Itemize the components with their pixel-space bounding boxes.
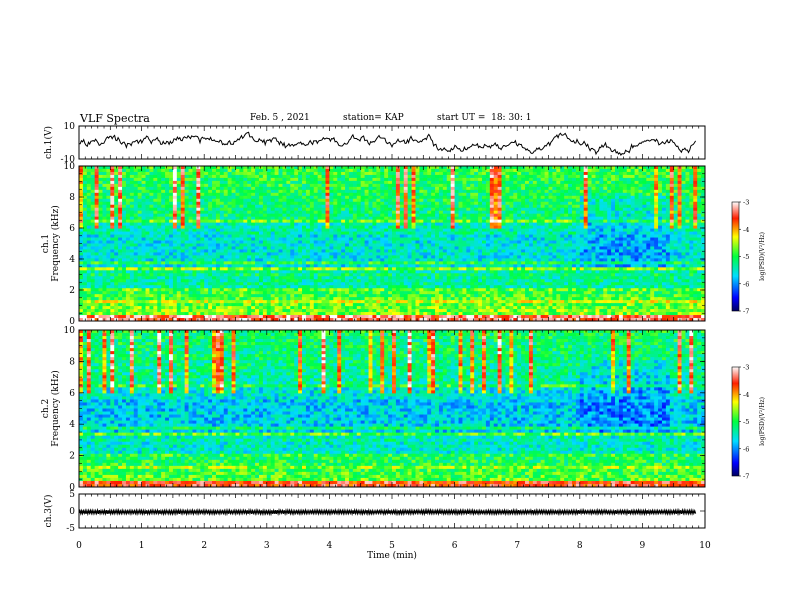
ch2_spectrogram-colorbar-tick: -7: [743, 473, 749, 481]
ch1_spectrogram-colorbar: [731, 201, 740, 312]
ch1_spectrogram-colorbar-tick: -3: [743, 199, 749, 207]
x-tick-label-5: 5: [389, 541, 395, 551]
x-ticks-panel-1: [78, 126, 706, 159]
ch2_spectrogram-colorbar: [731, 366, 740, 477]
y-tick-label: 5: [69, 490, 75, 500]
ch1_spectrogram-ylabel-line-1: ch.1: [41, 234, 51, 253]
ch2_spectrogram-colorbar-tick: -6: [743, 445, 749, 453]
y-tick-label: 6: [69, 389, 75, 399]
y-tick-label: 10: [64, 162, 76, 172]
x-tick-label-7: 7: [514, 541, 520, 551]
x-tick-label-1: 1: [139, 541, 145, 551]
ch3_waveform-ylabel: ch.3(V): [43, 495, 54, 528]
x-tick-label-6: 6: [452, 541, 458, 551]
ch1_spectrogram-colorbar-label: log(PSD)(V²/Hz): [759, 232, 766, 281]
ch1_spectrogram-ylabel-line-2: Frequency (kHz): [50, 205, 61, 282]
y-tick-label: 0: [69, 317, 75, 327]
x-tick-label-10: 10: [699, 541, 711, 551]
header-date: Feb. 5 , 2021: [250, 113, 310, 123]
figure-title: VLF Spectra: [80, 112, 150, 125]
x-tick-label-8: 8: [577, 541, 583, 551]
x-tick-label-0: 0: [76, 541, 82, 551]
y-tick-label: 4: [69, 420, 75, 430]
x-ticks-panel-4: [78, 494, 706, 528]
y-tick-label: 2: [69, 286, 75, 296]
ch2_spectrogram-ylabel-line-1: ch.2: [41, 399, 51, 418]
ch2_spectrogram-colorbar-tick: -3: [743, 364, 749, 372]
x-axis-label: Time (min): [367, 550, 417, 561]
x-ticks-panel-3: [78, 330, 706, 487]
x-tick-label-4: 4: [327, 541, 333, 551]
spectrogram-image-2: [79, 330, 706, 488]
y-tick-label: 4: [69, 255, 75, 265]
ch2_spectrogram-colorbar-label: log(PSD)(V²/Hz): [759, 397, 766, 446]
x-tick-label-2: 2: [201, 541, 207, 551]
header-start-ut: start UT = 18: 30: 1: [437, 113, 532, 123]
y-tick-label: 2: [69, 452, 75, 462]
spectrogram-image-1: [79, 166, 706, 322]
y-tick-label: 8: [69, 357, 75, 367]
ch2_spectrogram-ylabel-line-2: Frequency (kHz): [50, 370, 61, 447]
ch1_spectrogram-colorbar-tick: -5: [743, 253, 749, 261]
ch2_spectrogram-colorbar-tick: -4: [743, 391, 749, 399]
y-tick-label: -10: [61, 155, 76, 165]
y-tick-label: 0: [69, 507, 75, 517]
y-tick-label: 0: [69, 483, 75, 493]
ch1_spectrogram-colorbar-tick: -4: [743, 226, 749, 234]
x-tick-label-9: 9: [640, 541, 646, 551]
ch2_spectrogram-colorbar-tick: -5: [743, 418, 749, 426]
y-tick-label: 6: [69, 224, 75, 234]
ch1-waveform-trace: [79, 131, 697, 157]
x-ticks-panel-2: [78, 166, 706, 321]
ch1_spectrogram-colorbar-tick: -7: [743, 308, 749, 316]
y-tick-label: -5: [66, 524, 75, 534]
y-tick-label: 10: [64, 122, 76, 132]
x-tick-label-3: 3: [264, 541, 270, 551]
ch1_waveform-ylabel: ch.1(V): [43, 126, 54, 159]
ch3-waveform-trace: [78, 507, 697, 517]
y-tick-label: 8: [69, 193, 75, 203]
header-station: station= KAP: [343, 113, 404, 123]
ch1_spectrogram-colorbar-tick: -6: [743, 280, 749, 288]
y-tick-label: 10: [64, 326, 76, 336]
